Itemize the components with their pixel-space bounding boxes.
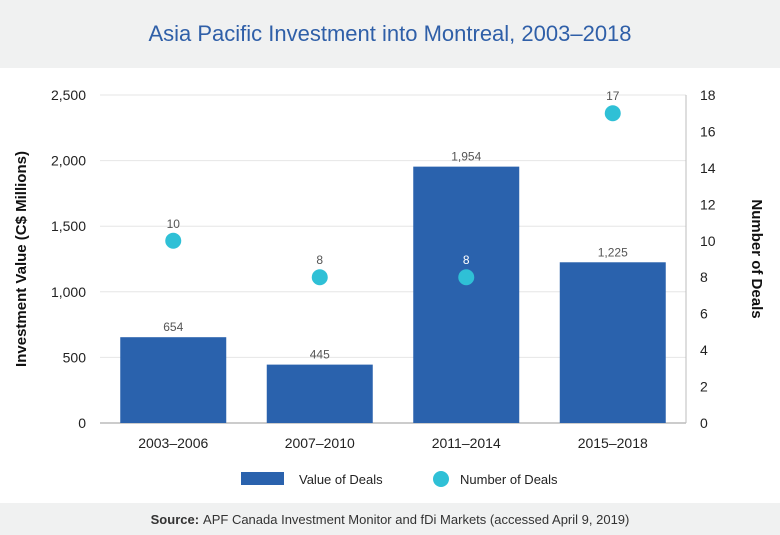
deal-count-label: 17	[606, 89, 620, 103]
y2-tick-label: 18	[700, 87, 716, 103]
y2-tick-label: 10	[700, 233, 716, 249]
deal-count-dot	[165, 232, 182, 249]
y-tick-label: 2,500	[51, 87, 86, 103]
y2-tick-label: 0	[700, 415, 708, 431]
legend-label-dots: Number of Deals	[460, 472, 558, 487]
x-tick-label: 2015–2018	[578, 435, 648, 451]
y2-axis-title: Number of Deals	[748, 199, 765, 318]
bar-value-label: 654	[163, 320, 183, 334]
y-tick-label: 2,000	[51, 153, 86, 169]
source-label: Source:	[150, 511, 200, 527]
source-text: APF Canada Investment Monitor and fDi Ma…	[203, 511, 630, 527]
bar-value-label: 445	[310, 348, 330, 362]
y-tick-label: 1,500	[51, 218, 86, 234]
y2-tick-label: 12	[700, 196, 716, 212]
y2-tick-label: 16	[700, 123, 716, 139]
deal-count-label: 10	[167, 217, 181, 231]
bar-value-label: 1,225	[598, 245, 628, 259]
source-footer: Source: APF Canada Investment Monitor an…	[0, 503, 780, 535]
deal-count-dot	[604, 105, 621, 122]
bar	[559, 262, 666, 423]
x-tick-label: 2003–2006	[138, 435, 208, 451]
x-tick-label: 2007–2010	[285, 435, 355, 451]
y2-tick-label: 4	[700, 342, 708, 358]
deal-count-dot	[311, 269, 328, 286]
legend-swatch-bars	[241, 472, 284, 485]
chart-title: Asia Pacific Investment into Montreal, 2…	[148, 21, 632, 46]
y2-tick-label: 8	[700, 269, 708, 285]
bar-value-label: 1,954	[451, 150, 481, 164]
deal-count-label: 8	[463, 253, 470, 267]
deal-count-dot	[458, 269, 475, 286]
bar	[266, 364, 373, 423]
title-band: Asia Pacific Investment into Montreal, 2…	[0, 0, 780, 68]
y-tick-label: 500	[63, 349, 87, 365]
y2-tick-label: 6	[700, 306, 708, 322]
y-tick-label: 1,000	[51, 284, 86, 300]
y-axis-title: Investment Value (C$ Millions)	[13, 151, 30, 367]
y-tick-label: 0	[78, 415, 86, 431]
x-tick-label: 2011–2014	[432, 435, 501, 451]
y2-tick-label: 14	[700, 160, 716, 176]
legend-swatch-dots	[433, 471, 449, 487]
y2-tick-label: 2	[700, 379, 708, 395]
legend-label-bars: Value of Deals	[299, 472, 383, 487]
chart: 0 500 1,000 1,500 2,000 2,500 0 2 4 6 8 10 12 14 16 18 6…	[13, 87, 765, 487]
bar	[120, 337, 227, 423]
bar	[413, 166, 520, 423]
deal-count-label: 8	[316, 253, 323, 267]
